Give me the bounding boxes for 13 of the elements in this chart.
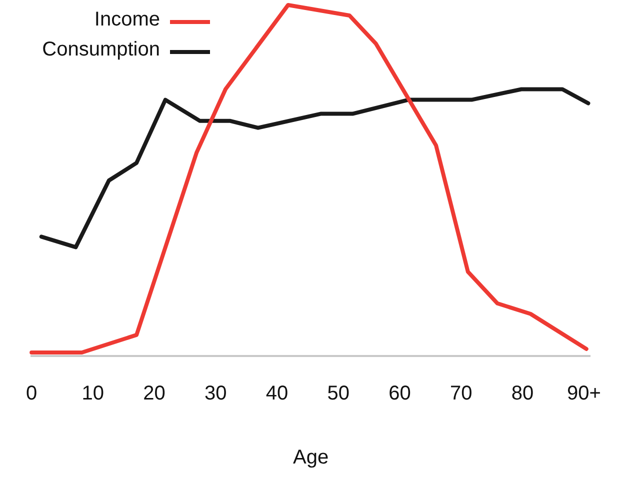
x-tick-label: 50 xyxy=(327,382,350,405)
x-tick-label: 70 xyxy=(450,382,472,405)
x-tick-label: 80 xyxy=(511,382,534,405)
x-tick-label: 20 xyxy=(143,382,166,405)
x-tick-label: 90+ xyxy=(566,382,601,405)
x-tick-label: 40 xyxy=(266,382,288,405)
x-tick-label: 60 xyxy=(388,382,411,405)
x-tick-label: 10 xyxy=(82,382,104,405)
legend-label: Consumption xyxy=(42,38,160,61)
legend-label: Income xyxy=(94,8,160,31)
x-axis-title: Age xyxy=(293,446,329,469)
x-tick-label: 30 xyxy=(204,382,227,405)
x-tick-label: 0 xyxy=(26,382,38,405)
